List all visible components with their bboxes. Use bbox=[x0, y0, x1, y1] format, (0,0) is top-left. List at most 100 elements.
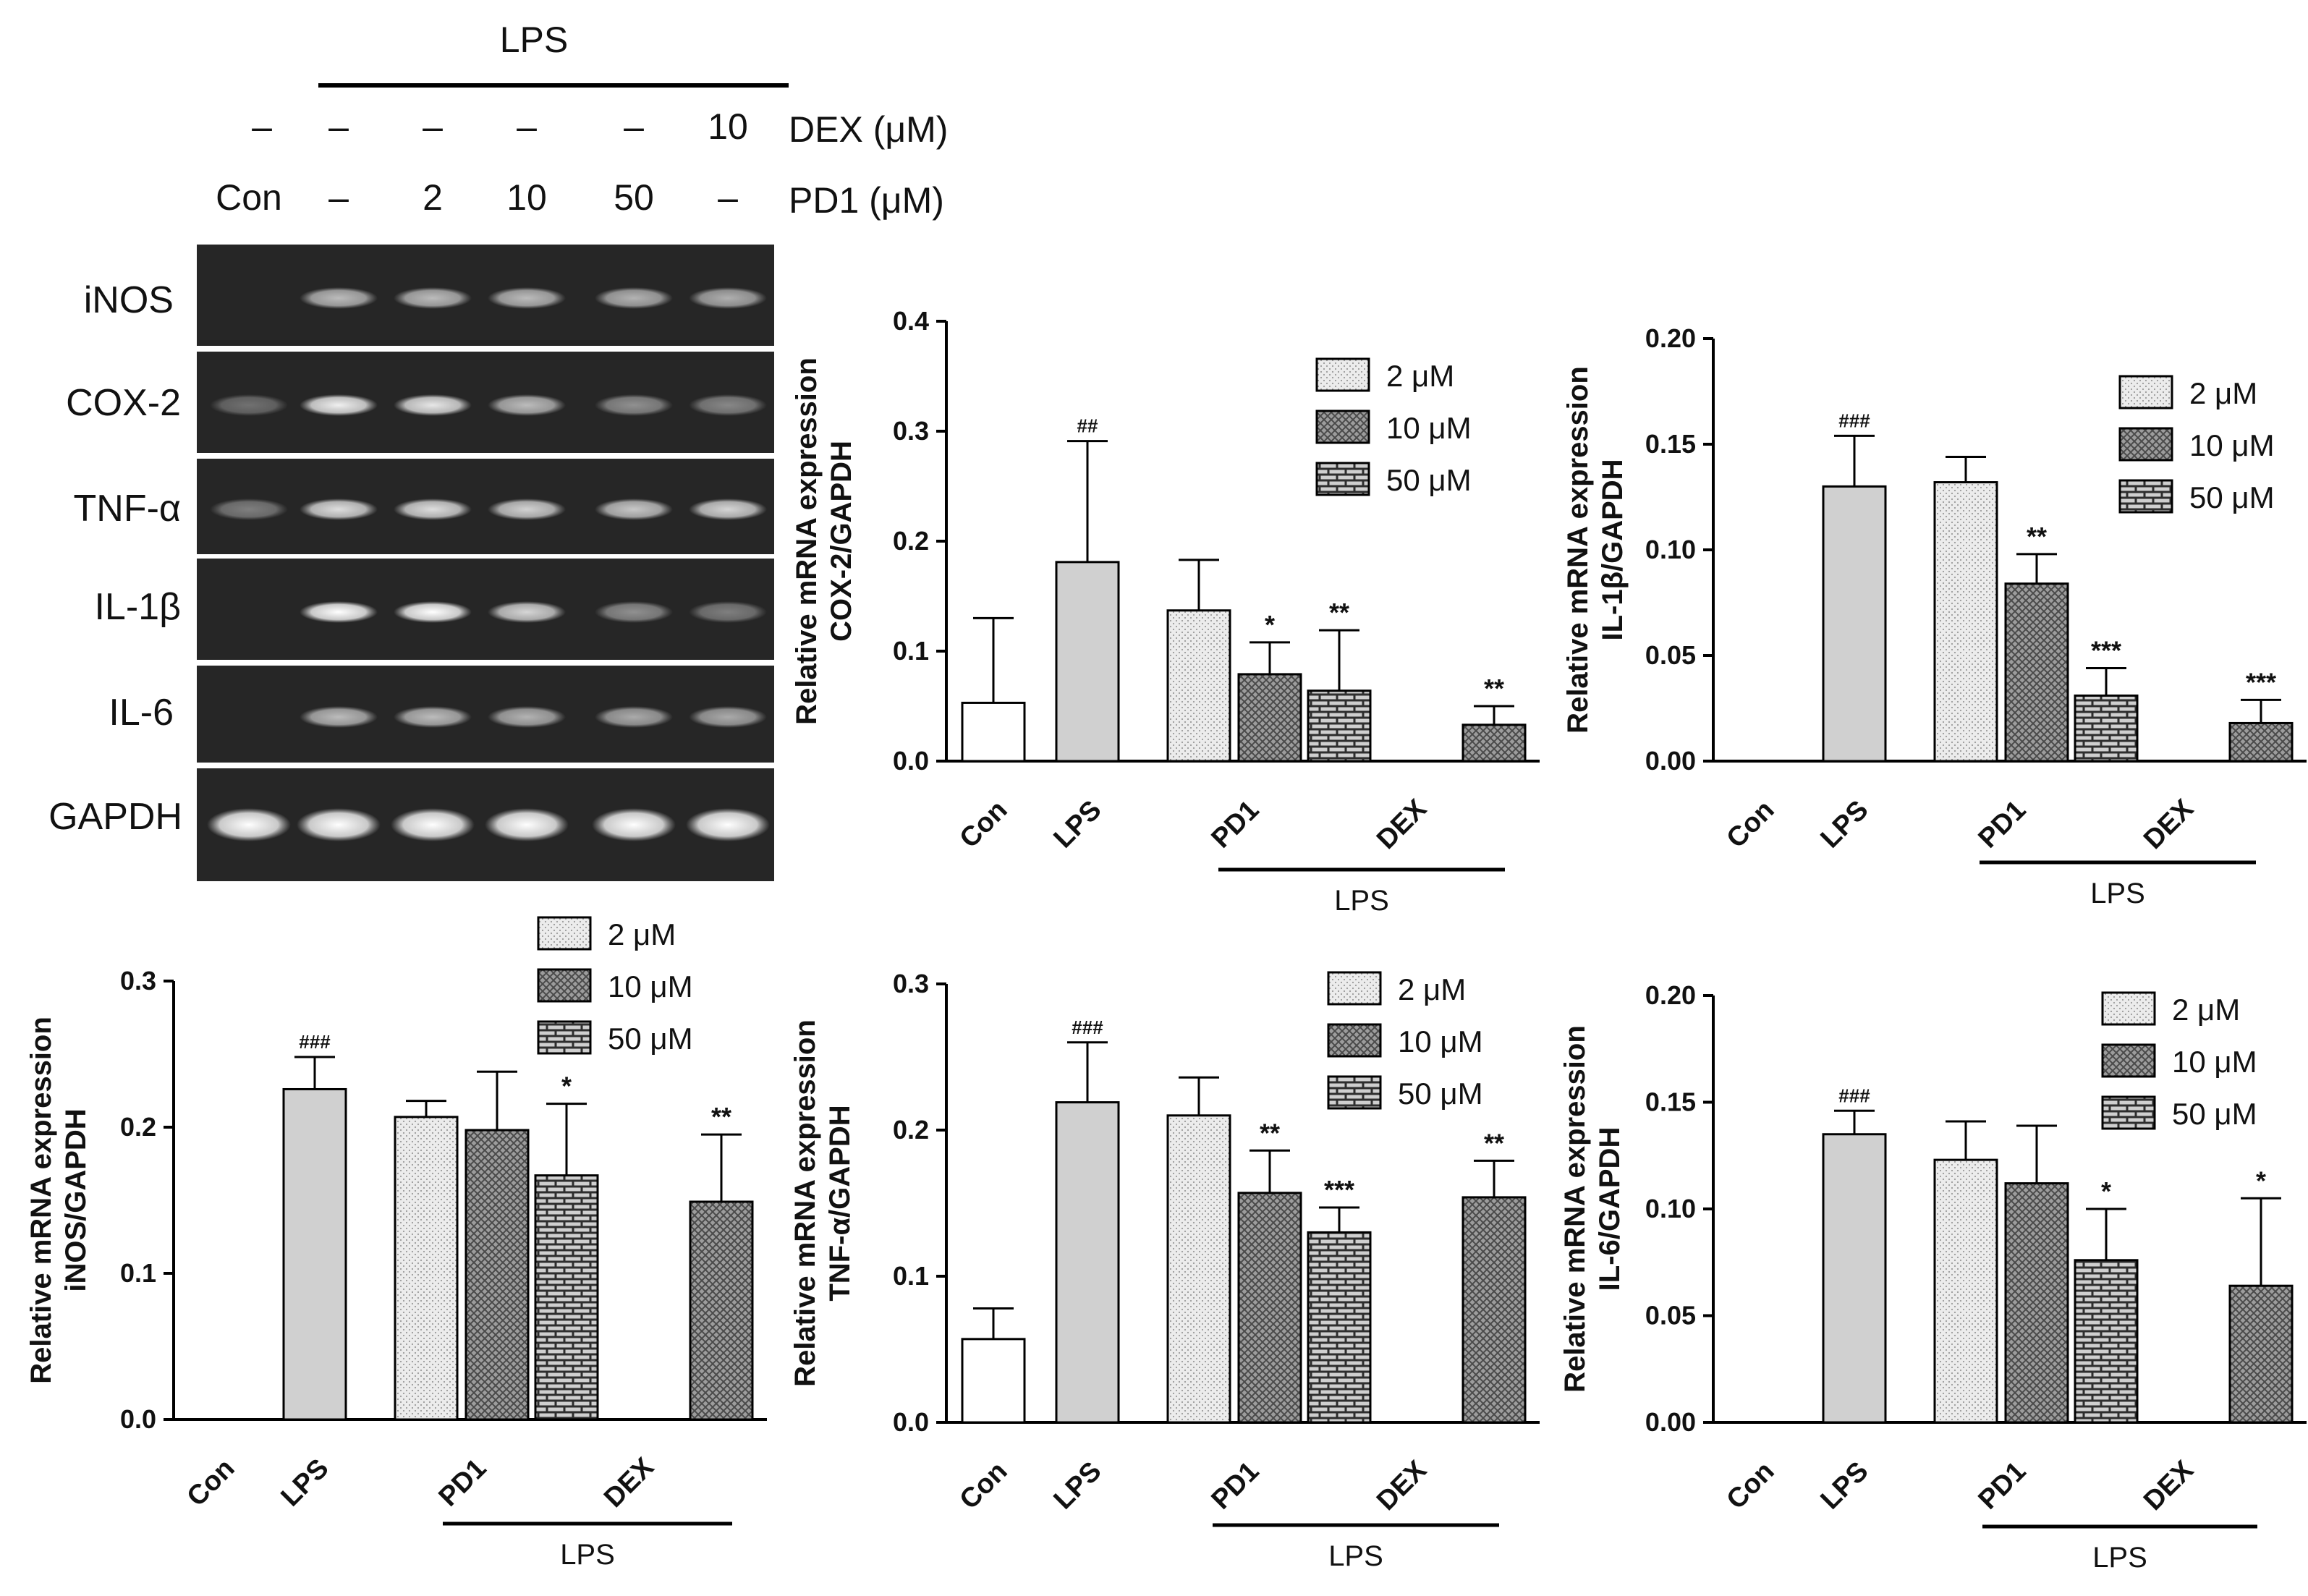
bar-dex-10uM bbox=[689, 1200, 754, 1421]
significance-label: ### bbox=[299, 1031, 331, 1053]
bar-lps-lps bbox=[282, 1087, 347, 1421]
y-tick-label: 0.0 bbox=[120, 1404, 156, 1434]
gene-label-tnfa: TNF-α bbox=[74, 488, 181, 530]
gel-row-2 bbox=[197, 459, 774, 554]
bar-pd1-2uM bbox=[1166, 609, 1231, 763]
y-axis-label-line2: iNOS/GAPDH bbox=[60, 1108, 92, 1291]
significance-label: ### bbox=[1838, 409, 1870, 431]
group-label: LPS bbox=[1328, 1540, 1383, 1572]
gel-band bbox=[488, 394, 566, 416]
y-tick-label: 0.2 bbox=[893, 526, 929, 556]
category-label: Con bbox=[182, 1453, 241, 1513]
bar-pd1-10uM bbox=[1237, 673, 1302, 763]
category-label: LPS bbox=[1815, 795, 1875, 854]
y-tick-label: 0.0 bbox=[893, 1407, 929, 1437]
bar-lps-lps bbox=[1055, 1101, 1120, 1424]
gel-row-3 bbox=[197, 559, 774, 660]
legend-label: 50 μM bbox=[2189, 480, 2275, 514]
gel-band bbox=[300, 601, 378, 623]
y-axis-label-line2: TNF-α/GAPDH bbox=[824, 1105, 856, 1301]
legend-label: 2 μM bbox=[1398, 972, 1466, 1006]
group-label: LPS bbox=[2092, 1542, 2147, 1574]
gene-label-il6: IL-6 bbox=[109, 692, 174, 734]
category-label: PD1 bbox=[433, 1453, 493, 1513]
category-label: LPS bbox=[1048, 1456, 1108, 1516]
bar-lps-lps bbox=[1055, 561, 1120, 763]
category-label: PD1 bbox=[1206, 795, 1265, 854]
y-tick-label: 0.05 bbox=[1645, 640, 1696, 670]
y-tick-label: 0.3 bbox=[893, 969, 929, 998]
significance-label: ### bbox=[1838, 1084, 1870, 1106]
legend-swatch bbox=[2118, 375, 2173, 409]
bar-dex-10uM bbox=[2228, 721, 2294, 763]
y-tick-label: 0.20 bbox=[1645, 323, 1696, 353]
gene-label-cox2: COX-2 bbox=[66, 382, 181, 424]
legend-label: 10 μM bbox=[608, 969, 693, 1003]
gel-lps-label: LPS bbox=[500, 20, 569, 60]
legend-swatch bbox=[2101, 1043, 2156, 1078]
legend-label: 50 μM bbox=[1386, 463, 1472, 497]
gel-band bbox=[485, 808, 569, 841]
pd1-row-cell-0: Con bbox=[216, 177, 282, 218]
category-label: PD1 bbox=[1206, 1456, 1265, 1516]
gel-band bbox=[297, 808, 381, 841]
gel-band bbox=[488, 601, 566, 623]
gel-band bbox=[595, 287, 673, 309]
legend-label: 10 μM bbox=[1398, 1024, 1483, 1058]
pd1-row-cell-4: 50 bbox=[614, 177, 654, 218]
bar-dex-10uM bbox=[1461, 723, 1527, 763]
bar-pd1-50uM bbox=[534, 1174, 599, 1421]
legend-label: 50 μM bbox=[608, 1022, 693, 1056]
y-tick-label: 0.10 bbox=[1645, 535, 1696, 564]
legend-swatch bbox=[1327, 971, 1382, 1006]
significance-label: ## bbox=[1077, 415, 1098, 437]
category-label: DEX bbox=[1371, 794, 1433, 855]
y-tick-label: 0.00 bbox=[1645, 1407, 1696, 1437]
bar-pd1-2uM bbox=[1933, 481, 1998, 763]
legend-label: 2 μM bbox=[608, 917, 676, 951]
significance-label: ** bbox=[2027, 522, 2047, 551]
bar-con-con bbox=[961, 701, 1026, 763]
legend-label: 2 μM bbox=[2172, 993, 2240, 1027]
gel-band bbox=[689, 498, 767, 520]
pd1-row-cell-2: 2 bbox=[423, 177, 443, 218]
gel-band bbox=[595, 706, 673, 728]
gel-band bbox=[394, 498, 472, 520]
y-axis-label-line1: Relative mRNA expression bbox=[1559, 1025, 1591, 1393]
bar-pd1-50uM bbox=[2074, 1259, 2139, 1424]
significance-label: ### bbox=[1072, 1016, 1103, 1038]
category-label: DEX bbox=[598, 1452, 660, 1514]
significance-label: * bbox=[561, 1071, 572, 1101]
gene-label-il1b: IL-1β bbox=[94, 586, 181, 628]
pd1-row-cell-3: 10 bbox=[506, 177, 547, 218]
gel-header: LPS – – – – – 10 DEX (μM) Con – 2 10 50 … bbox=[216, 20, 948, 221]
gel-band bbox=[394, 706, 472, 728]
category-label: LPS bbox=[1815, 1456, 1875, 1516]
significance-label: ** bbox=[1484, 674, 1504, 703]
gel-band bbox=[488, 498, 566, 520]
gel-band bbox=[595, 394, 673, 416]
y-axis-label-line1: Relative mRNA expression bbox=[1562, 366, 1594, 734]
category-label: Con bbox=[954, 795, 1014, 854]
y-tick-label: 0.1 bbox=[120, 1258, 156, 1288]
legend-label: 2 μM bbox=[1386, 359, 1454, 393]
y-tick-label: 0.10 bbox=[1645, 1194, 1696, 1223]
bar-pd1-10uM bbox=[2004, 1182, 2069, 1424]
gel-band bbox=[686, 808, 770, 841]
gel-band bbox=[300, 706, 378, 728]
pd1-row-cell-1: – bbox=[328, 177, 349, 218]
bar-pd1-50uM bbox=[1307, 1231, 1372, 1424]
category-label: DEX bbox=[2138, 1455, 2199, 1516]
y-tick-label: 0.00 bbox=[1645, 746, 1696, 776]
significance-label: * bbox=[2256, 1166, 2266, 1195]
significance-label: ** bbox=[1484, 1128, 1504, 1158]
bar-pd1-10uM bbox=[1237, 1192, 1302, 1424]
significance-label: *** bbox=[1324, 1175, 1354, 1205]
category-label: Con bbox=[954, 1456, 1014, 1516]
gel-band bbox=[689, 601, 767, 623]
legend-swatch bbox=[537, 1020, 592, 1055]
bar-pd1-10uM bbox=[464, 1129, 530, 1421]
gel-row-4 bbox=[197, 666, 774, 763]
